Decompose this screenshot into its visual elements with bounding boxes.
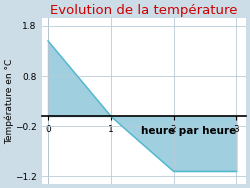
- Text: heure par heure: heure par heure: [141, 126, 236, 136]
- Y-axis label: Température en °C: Température en °C: [4, 58, 14, 144]
- Title: Evolution de la température: Evolution de la température: [50, 4, 238, 17]
